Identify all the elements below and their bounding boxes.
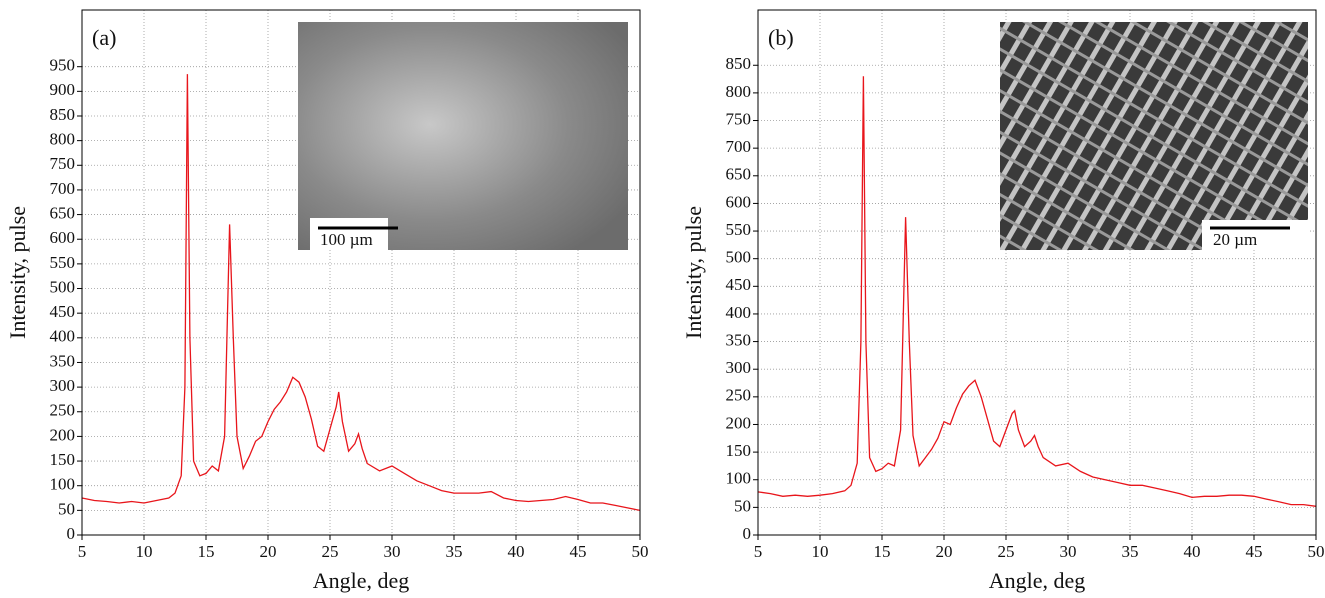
x-tick-label: 20 [260, 542, 277, 561]
inset-b: 20 µm [1000, 22, 1308, 250]
x-tick-label: 35 [1122, 542, 1139, 561]
x-tick-label: 30 [1060, 542, 1077, 561]
y-tick-label: 50 [58, 499, 75, 518]
y-tick-label: 150 [726, 441, 752, 460]
x-tick-label: 5 [78, 542, 87, 561]
y-tick-label: 0 [67, 524, 76, 543]
y-tick-label: 850 [726, 54, 752, 73]
data-line [757, 76, 1317, 507]
y-axis-label: Intensity, pulse [681, 206, 706, 339]
inset-a: 100 µm [298, 22, 628, 250]
panel-label: (a) [92, 25, 116, 50]
y-tick-label: 800 [726, 82, 752, 101]
y-tick-label: 450 [726, 275, 752, 294]
x-tick-label: 25 [322, 542, 339, 561]
x-tick-label: 50 [632, 542, 649, 561]
y-tick-label: 250 [726, 386, 752, 405]
y-tick-label: 750 [726, 109, 752, 128]
micrograph [298, 22, 628, 250]
x-tick-label: 10 [136, 542, 153, 561]
y-tick-label: 350 [726, 330, 752, 349]
y-tick-label: 500 [726, 248, 752, 267]
x-axis-label: Angle, deg [313, 568, 410, 593]
scale-box [1202, 220, 1308, 250]
x-tick-label: 5 [754, 542, 763, 561]
y-tick-label: 650 [726, 165, 752, 184]
y-tick-label: 250 [50, 401, 76, 420]
y-tick-label: 350 [50, 351, 76, 370]
x-tick-label: 10 [812, 542, 829, 561]
y-tick-label: 100 [50, 475, 76, 494]
y-tick-label: 50 [734, 496, 751, 515]
micrograph [1000, 22, 1308, 250]
x-tick-label: 30 [384, 542, 401, 561]
data-line [81, 74, 641, 512]
x-tick-label: 35 [446, 542, 463, 561]
y-tick-label: 750 [50, 154, 76, 173]
y-tick-label: 400 [726, 303, 752, 322]
y-tick-label: 300 [50, 376, 76, 395]
x-tick-label: 45 [1246, 542, 1263, 561]
x-tick-label: 25 [998, 542, 1015, 561]
y-tick-label: 850 [50, 105, 76, 124]
x-tick-label: 45 [570, 542, 587, 561]
y-tick-label: 800 [50, 130, 76, 149]
scale-box [310, 218, 388, 250]
plot-frame [81, 9, 641, 536]
x-axis-label: Angle, deg [989, 568, 1086, 593]
y-tick-label: 550 [726, 220, 752, 239]
x-tick-label: 50 [1308, 542, 1325, 561]
y-tick-label: 600 [50, 228, 76, 247]
y-tick-label: 400 [50, 327, 76, 346]
y-tick-label: 450 [50, 302, 76, 321]
x-tick-label: 15 [198, 542, 215, 561]
plot-frame [757, 9, 1317, 536]
y-tick-label: 200 [726, 413, 752, 432]
y-axis-label: Intensity, pulse [5, 206, 30, 339]
x-tick-label: 40 [1184, 542, 1201, 561]
x-tick-label: 40 [508, 542, 525, 561]
y-tick-label: 700 [50, 179, 76, 198]
scale-label: 100 µm [320, 230, 373, 249]
x-tick-label: 15 [874, 542, 891, 561]
y-tick-label: 150 [50, 450, 76, 469]
y-tick-label: 100 [726, 469, 752, 488]
y-tick-label: 600 [726, 192, 752, 211]
y-tick-label: 200 [50, 425, 76, 444]
y-tick-label: 550 [50, 253, 76, 272]
y-tick-label: 300 [726, 358, 752, 377]
y-tick-label: 500 [50, 277, 76, 296]
y-tick-label: 950 [50, 56, 76, 75]
scale-label: 20 µm [1213, 230, 1257, 249]
y-tick-label: 0 [743, 524, 752, 543]
panel-label: (b) [768, 25, 794, 50]
y-tick-label: 650 [50, 203, 76, 222]
y-tick-label: 700 [726, 137, 752, 156]
y-tick-label: 900 [50, 80, 76, 99]
x-tick-label: 20 [936, 542, 953, 561]
